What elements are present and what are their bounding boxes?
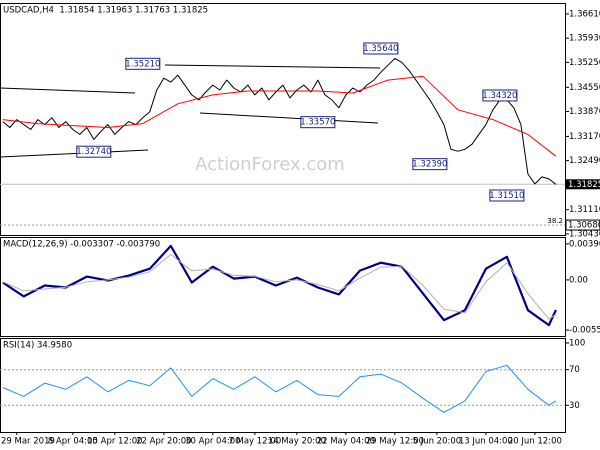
y-tick-label: 30	[569, 401, 580, 411]
price-title: USDCAD,H4 1.31854 1.31963 1.31763 1.3182…	[3, 6, 208, 16]
level-label: 1.30680	[568, 221, 600, 231]
trend-line	[0, 87, 136, 94]
annotation-box	[412, 158, 448, 171]
y-tick-label: 1.33870	[569, 107, 600, 117]
watermark: ActionForex.com	[195, 154, 345, 175]
y-tick-label: 1.35930	[569, 34, 600, 44]
rsi-frame	[0, 338, 566, 433]
annotation-label: 1.35210	[125, 59, 160, 69]
y-tick-label: 1.35250	[569, 58, 600, 68]
macd-frame	[0, 237, 566, 337]
series-line	[2, 364, 557, 413]
level-box	[565, 219, 600, 231]
macd-title: MACD(12,26,9) -0.003307 -0.003790	[3, 240, 160, 250]
annotation-box	[125, 57, 161, 70]
last-price-label: 1.31825	[568, 180, 600, 190]
y-tick-label: 1.32490	[569, 156, 600, 166]
x-tick-label: 8 Apr 04:00	[48, 437, 98, 447]
last-price-box	[566, 179, 600, 190]
level-note: 38.2	[547, 217, 563, 225]
y-tick-label: 1.36610	[569, 9, 600, 19]
trend-line	[199, 112, 379, 124]
annotation-label: 1.32740	[76, 147, 111, 157]
price-frame	[0, 3, 566, 236]
annotation-label: 1.31510	[489, 191, 524, 201]
annotation-box	[76, 145, 112, 158]
y-tick-label: 1.34550	[569, 83, 600, 93]
x-tick-label: 20 Jun 12:00	[508, 437, 562, 447]
x-tick-label: 7 May 12:00	[228, 437, 281, 447]
x-tick-label: 5 Jun 20:00	[413, 437, 462, 447]
y-tick-label: 70	[569, 365, 580, 375]
x-tick-label: 29 Mar 2019	[1, 437, 55, 447]
y-tick-label: 0.00	[569, 275, 588, 285]
annotation-box	[363, 42, 399, 55]
y-tick-label: 1.33170	[569, 132, 600, 142]
x-tick-label: 15 Apr 12:00	[87, 437, 142, 447]
x-tick-label: 22 Apr 20:00	[136, 437, 191, 447]
y-tick-label: 100	[569, 339, 585, 349]
y-tick-label: -0.005503	[569, 326, 600, 336]
x-tick-label: 30 Apr 04:00	[185, 437, 240, 447]
series-line	[2, 57, 557, 185]
annotation-box	[300, 116, 336, 129]
x-tick-label: 22 May 04:00	[317, 437, 375, 447]
panel-frames	[0, 3, 566, 433]
trend-lines	[0, 64, 381, 158]
annotation-box	[482, 89, 518, 102]
y-tick-label: 1.31110	[569, 205, 600, 215]
y-tick-label: 0.003961	[569, 239, 600, 249]
annotation-label: 1.33570	[300, 118, 335, 128]
annotation-label: 1.34320	[482, 91, 517, 101]
x-tick-label: 29 May 12:00	[366, 437, 424, 447]
series-line	[2, 75, 557, 157]
trend-line	[164, 64, 381, 69]
annotation-label: 1.35640	[363, 44, 398, 54]
series-line	[2, 254, 557, 320]
x-tick-label: 14 May 20:00	[268, 437, 326, 447]
trend-line	[0, 149, 149, 158]
y-tick-label: 1.30430	[569, 229, 600, 239]
annotation-label: 1.32390	[412, 160, 447, 170]
x-tick-label: 13 Jun 04:00	[459, 437, 513, 447]
annotation-box	[489, 189, 525, 202]
rsi-title: RSI(14) 34.9580	[3, 341, 72, 351]
series-line	[2, 244, 557, 327]
